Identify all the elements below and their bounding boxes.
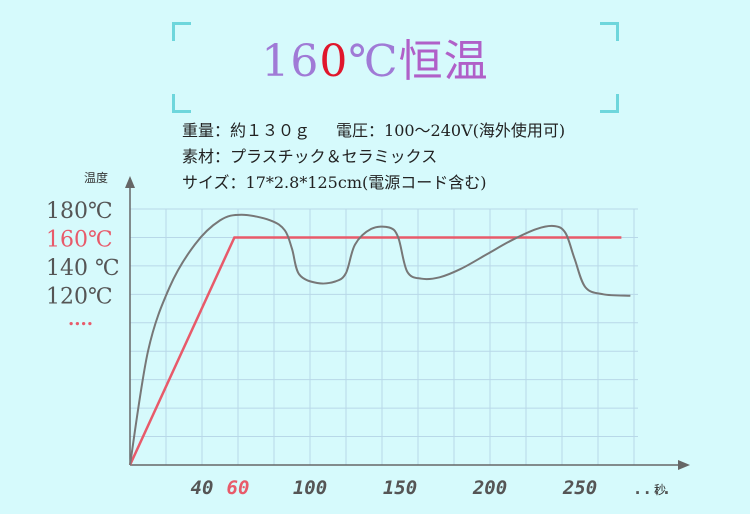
series-actual-curve (129, 213, 631, 466)
x-axis-label: 秒 (654, 483, 666, 497)
spec-voltage: 電圧：100〜240V(海外使用可) (336, 121, 566, 140)
spec-size: サイズ：17*2.8*125cm(電源コード含む) (182, 173, 487, 192)
x-tick-label: 150 (383, 477, 417, 499)
x-tick-label: 200 (472, 477, 507, 499)
x-tick-label: .... (633, 479, 672, 498)
spec-list: 重量：約１３０ｇ 電圧：100〜240V(海外使用可) 素材：プラスチック＆セラミ… (182, 118, 565, 196)
y-tick-label: 140 ℃ (46, 256, 120, 281)
x-tick-label: 40 (191, 477, 214, 499)
headline-text: 恒温 (398, 36, 489, 87)
headline-number: 16 (261, 36, 320, 87)
x-tick-label: 250 (562, 477, 597, 499)
series-setpoint-line (128, 236, 622, 466)
frame-corner-bottom-right (600, 94, 619, 113)
frame-corner-bottom-left (172, 94, 191, 113)
headline-zero: 0 (319, 36, 349, 87)
x-tick-label: 100 (293, 477, 327, 499)
y-tick-label: .... (68, 309, 93, 330)
y-tick-label: 180℃ (46, 199, 113, 224)
y-axis-arrow (125, 176, 135, 188)
headline: 160℃恒温 (0, 36, 750, 88)
headline-unit: ℃ (348, 36, 399, 87)
frame-corner-top-right (600, 22, 619, 41)
spec-weight: 重量：約１３０ｇ (182, 121, 311, 140)
y-axis-label: 温度 (84, 170, 108, 185)
y-tick-label: 120℃ (46, 284, 113, 309)
x-axis-arrow (678, 460, 690, 470)
spec-row-weight-voltage: 重量：約１３０ｇ 電圧：100〜240V(海外使用可) (182, 118, 565, 144)
x-tick-label: 60 (227, 477, 250, 499)
frame-corner-top-left (172, 22, 191, 41)
spec-material: 素材：プラスチック＆セラミックス (182, 147, 438, 166)
y-tick-label: 160℃ (46, 227, 113, 252)
